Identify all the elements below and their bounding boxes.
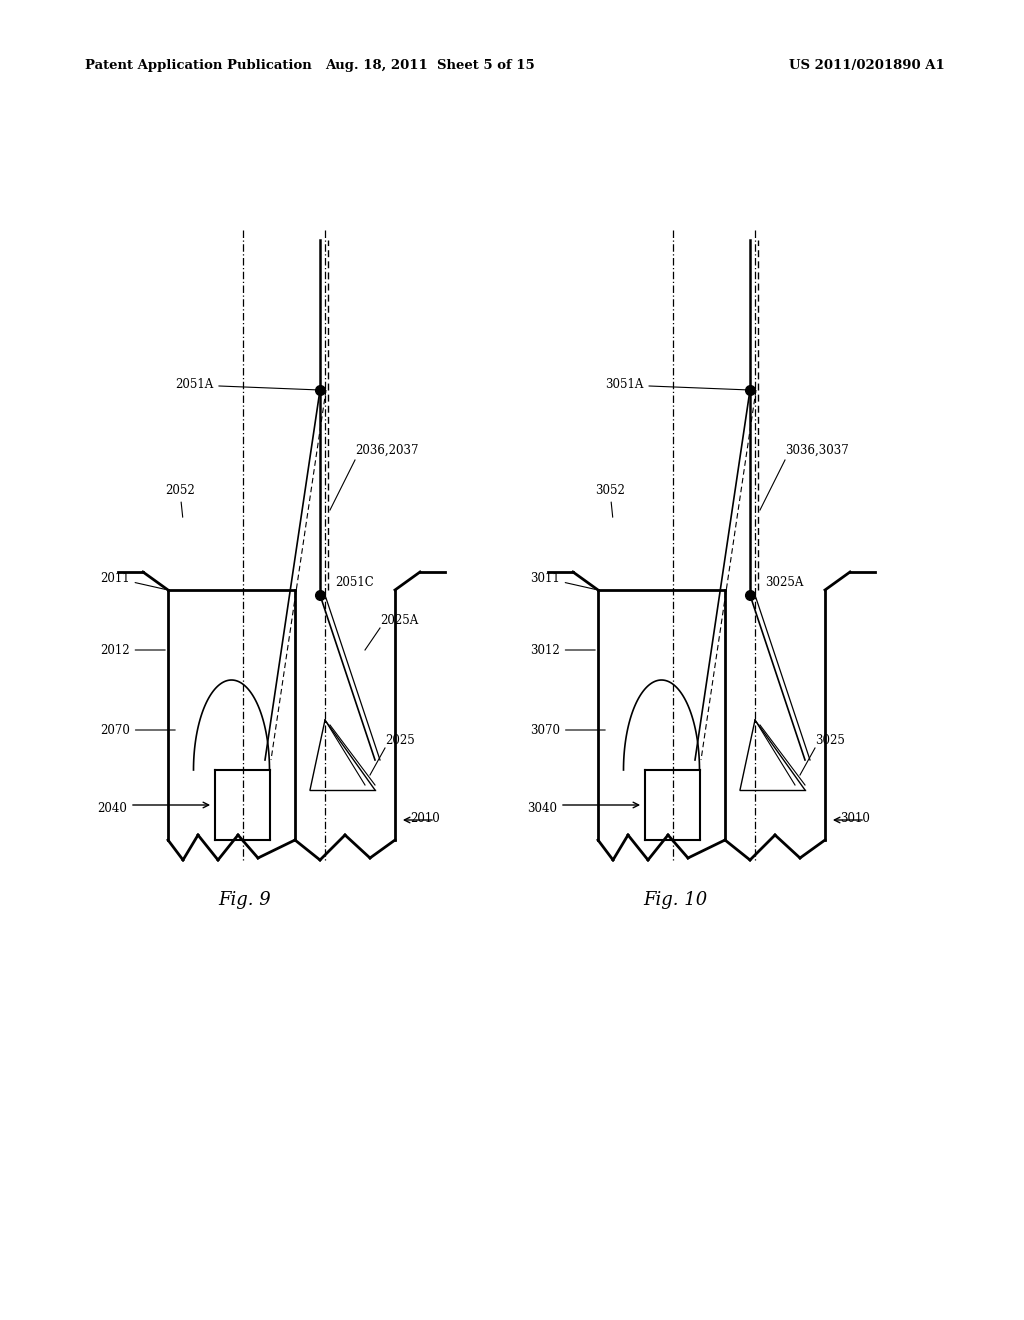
Text: 2010: 2010 (410, 812, 439, 825)
Text: 2036,2037: 2036,2037 (355, 444, 419, 457)
Text: 3010: 3010 (840, 812, 869, 825)
Text: 3051A: 3051A (605, 379, 748, 392)
Text: 2025: 2025 (385, 734, 415, 747)
Text: 2025A: 2025A (380, 614, 418, 627)
Text: 3011: 3011 (530, 572, 595, 590)
Text: 3012: 3012 (530, 644, 595, 656)
Text: 3025: 3025 (815, 734, 845, 747)
Text: 3036,3037: 3036,3037 (785, 444, 849, 457)
Text: 2051A: 2051A (175, 379, 317, 392)
Text: Patent Application Publication: Patent Application Publication (85, 58, 311, 71)
Text: 3025A: 3025A (765, 576, 804, 589)
Text: 3040: 3040 (527, 801, 557, 814)
Text: Fig. 10: Fig. 10 (643, 891, 708, 909)
Text: US 2011/0201890 A1: US 2011/0201890 A1 (790, 58, 945, 71)
Text: 2012: 2012 (100, 644, 165, 656)
Text: Aug. 18, 2011  Sheet 5 of 15: Aug. 18, 2011 Sheet 5 of 15 (326, 58, 535, 71)
Text: 2040: 2040 (97, 801, 127, 814)
Text: 2051C: 2051C (335, 576, 374, 589)
Text: 3070: 3070 (530, 723, 605, 737)
Text: 3052: 3052 (595, 483, 625, 517)
Text: 2070: 2070 (100, 723, 175, 737)
Text: Fig. 9: Fig. 9 (219, 891, 271, 909)
Text: 2011: 2011 (100, 572, 165, 590)
Text: 2052: 2052 (165, 483, 195, 517)
